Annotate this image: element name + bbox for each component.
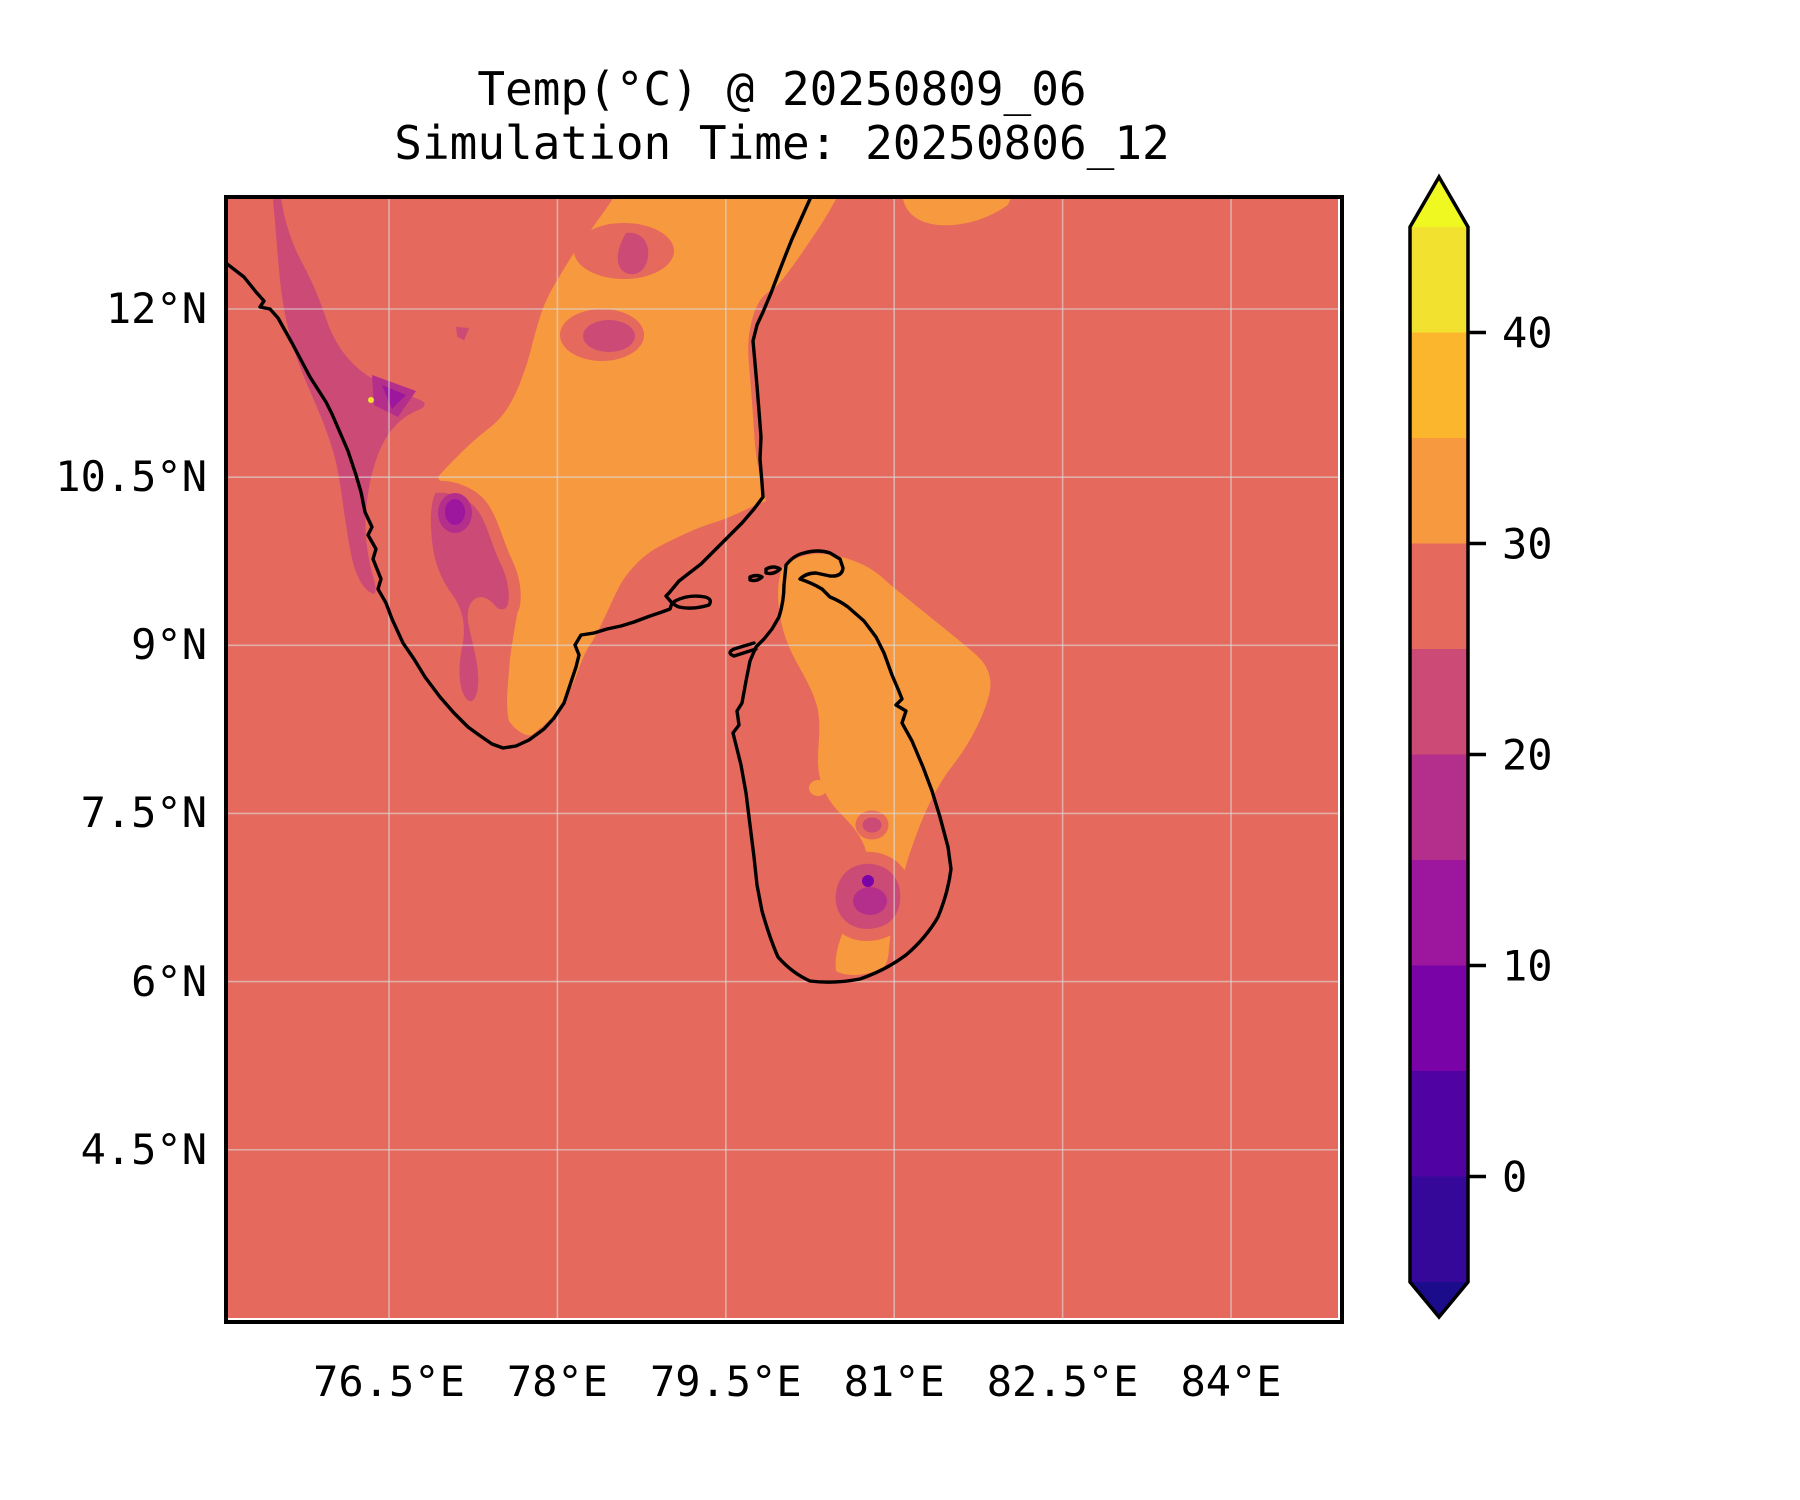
contour-srilanka-hills-15-20: [853, 887, 887, 915]
colorbar-tick-label-0: 0: [1502, 1153, 1527, 1202]
colorbar-band--5-0: [1410, 1176, 1468, 1282]
contour-srilanka-hills-satellite-20-25: [855, 810, 889, 840]
colorbar-band-5-10: [1410, 965, 1468, 1071]
coastline-srilanka: [731, 549, 953, 984]
coastline-layer: [226, 197, 953, 984]
colorbar-band-10-15: [1410, 860, 1468, 966]
colorbar-band-40-45: [1410, 227, 1468, 333]
contour-fill-layer: [260, 197, 1012, 975]
coastline-jaffna-islet-b: [748, 573, 764, 583]
coastline-jaffna-islet-a: [764, 565, 782, 576]
colorbar-band-0-5: [1410, 1071, 1468, 1177]
contour-sea-blob-30-35: [902, 197, 1012, 226]
contour-wedge-20-25: [447, 319, 479, 350]
colorbar-tick-label-30: 30: [1502, 520, 1553, 569]
x-tick-label-76.5: 76.5°E: [313, 1357, 465, 1406]
map-plot-area: [226, 197, 1338, 1318]
x-tick-label-84: 84°E: [1180, 1357, 1282, 1406]
colorbar-arrow-over: [1410, 177, 1468, 227]
y-tick-label-12: 12°N: [105, 284, 207, 333]
colorbar-band-15-20: [1410, 754, 1468, 860]
x-tick-label-81: 81°E: [843, 1357, 945, 1406]
x-tick-label-79.5: 79.5°E: [649, 1357, 802, 1406]
x-tick-label-78: 78°E: [506, 1357, 608, 1406]
x-tick-label-82.5: 82.5°E: [986, 1357, 1139, 1406]
y-tick-label-10.5: 10.5°N: [55, 452, 207, 502]
contour-srilanka-30-35: [778, 553, 991, 975]
colorbar-tick-label-20: 20: [1502, 731, 1553, 780]
colorbar-band-30-35: [1410, 438, 1468, 544]
contour-srilanka-hills-dot-5-10: [862, 875, 874, 887]
coastline-mannar-island: [728, 641, 758, 658]
coastline-pamban-island: [671, 594, 713, 610]
contour-pocket-blob-20-25-a: [617, 232, 649, 275]
y-tick-label-9: 9°N: [131, 620, 207, 670]
contour-ghats-south-20-25: [418, 480, 521, 714]
contour-nilgiri-dot-40-45: [368, 397, 374, 403]
plot-title-line2: Simulation Time: 20250806_12: [394, 116, 1170, 171]
y-tick-label-6: 6°N: [131, 956, 207, 1006]
colorbar-outline: [1408, 173, 1470, 1320]
contour-anaimalai-10-15: [445, 499, 465, 525]
contour-srilanka-dot-30-35: [809, 780, 827, 796]
colorbar-band-25-30: [1410, 543, 1468, 649]
gridlines: [226, 197, 1338, 1318]
colorbar-tick-label-10: 10: [1502, 942, 1553, 991]
contour-nilgiri-10-15: [382, 385, 406, 409]
y-tick-label-7.5: 7.5°N: [80, 788, 207, 838]
plot-title-line1: Temp(°C) @ 20250809_06: [477, 62, 1087, 116]
plot-title: Temp(°C) @ 20250809_06 Simulation Time: …: [394, 62, 1169, 171]
colorbar-band-35-40: [1410, 332, 1468, 438]
colorbar-band-20-25: [1410, 649, 1468, 755]
colorbar-arrow-under: [1410, 1282, 1468, 1317]
colorbar-tick-label-40: 40: [1502, 309, 1553, 358]
coastline-india: [226, 197, 813, 750]
contour-pocket-blob-20-25-b: [583, 320, 635, 352]
colorbar: 40 30 20 10 0: [1408, 173, 1553, 1320]
y-tick-label-4.5: 4.5°N: [80, 1124, 207, 1174]
contour-india-interior-30-35: [438, 197, 837, 736]
